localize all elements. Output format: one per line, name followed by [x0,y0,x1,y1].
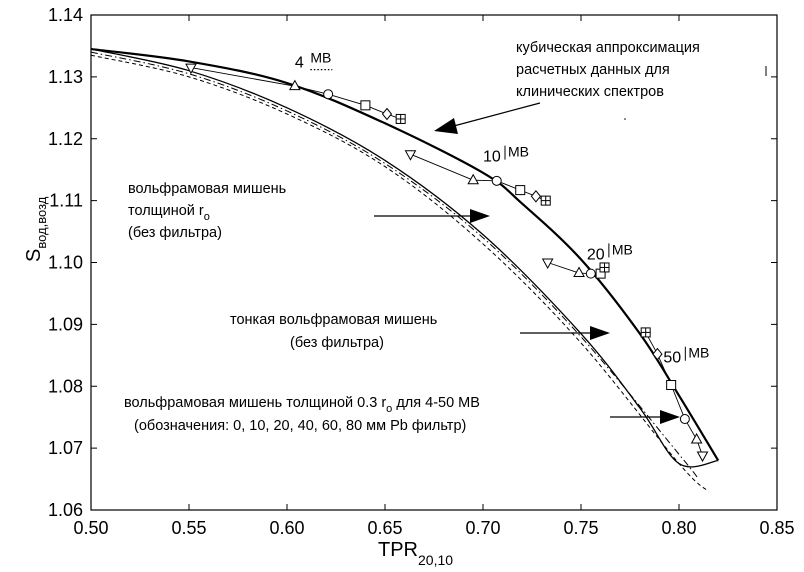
energy-label-unit: MB [612,241,633,257]
marker-circle [323,89,334,100]
series-line-10-mb [410,153,546,202]
svg-text:(без фильтра): (без фильтра) [290,335,384,351]
stray-dot [624,118,626,120]
y-tick-label: 1.10 [48,253,83,273]
x-tick-label: 0.65 [367,518,402,538]
marker-square [515,185,526,196]
energy-label-unit: MB [508,144,529,160]
y-tick-label: 1.08 [48,376,83,396]
marker-triangle-up [690,432,703,444]
marker-triangle-up [467,173,480,185]
series-line-thin-solid [90,48,719,468]
marker-circle [491,175,502,186]
x-tick-label: 0.70 [465,518,500,538]
plot-frame [90,14,778,511]
marker-triangle-up [573,266,585,278]
annotation-thin-target: тонкая вольфрамовая мишень (без фильтра) [230,312,437,351]
annotation-filtered-target: вольфрамовая мишень толщиной 0.3 ro для … [124,395,480,434]
marker-triangle-down [541,258,554,270]
marker-square-plus [540,195,551,206]
marker-triangle-down [185,63,197,75]
energy-label-number: 20 [587,246,605,263]
energy-label-50: 50 MB [663,345,709,367]
y-tick-label: 1.13 [48,67,83,87]
svg-text:клинических спектров: клинических спектров [516,84,664,100]
y-tick-label: 1.07 [48,438,83,458]
marker-diamond [530,190,542,203]
annotation-tungsten-target: вольфрамовая мишень толщиной ro (без фил… [128,181,286,241]
x-tick-label: 0.80 [661,518,696,538]
x-tick-label: 0.60 [269,518,304,538]
arrow-tungsten-target [374,209,490,223]
x-tick-label: 0.85 [759,518,794,538]
x-tick-label: 0.75 [563,518,598,538]
arrow-thin-target [520,326,610,340]
energy-label-4: 4 MB [295,50,333,72]
svg-text:толщиной ro: толщиной ro [128,203,210,223]
energy-label-unit: MB [310,50,331,66]
energy-label-number: 10 [483,149,501,166]
y-tick-label: 1.12 [48,129,83,149]
annotation-cubic-fit: кубическая аппроксимация расчетных данны… [516,40,767,100]
y-tick-label: 1.14 [48,5,83,25]
energy-label-10: 10 MB [483,144,529,166]
svg-text:кубическая аппроксимация: кубическая аппроксимация [516,40,700,56]
marker-circle [679,414,690,425]
marker-circle [585,268,596,279]
marker-triangle-down [404,150,417,161]
svg-text:расчетных данных для: расчетных данных для [516,62,670,78]
arrow-filtered-target [610,410,680,424]
y-axis-label: Sвод,возд [23,196,49,262]
y-tick-label: 1.11 [49,191,83,211]
energy-label-20: 20 MB [587,241,633,263]
marker-square-plus [395,113,406,124]
energy-labels: 4 MB 10 MB 20 MB 50 MB [295,50,709,367]
marker-diamond [381,107,393,121]
series-line-dashed [90,54,709,492]
svg-text:тонкая вольфрамовая мишень: тонкая вольфрамовая мишень [230,312,437,328]
arrow-cubic-fit [434,102,541,134]
x-axis-label: TPR20,10 [378,539,453,568]
svg-text:(без фильтра): (без фильтра) [128,225,222,241]
marker-triangle-down [696,451,709,463]
svg-text:(обозначения: 0, 10, 20, 40, 6: (обозначения: 0, 10, 20, 40, 60, 80 мм P… [134,418,466,434]
marker-square-plus [640,327,651,338]
marker-square-plus [599,262,610,273]
marker-square [360,100,371,111]
series-line-dash-dot [90,51,699,480]
marker-square [666,380,677,391]
energy-label-number: 50 [663,350,681,367]
svg-text:вольфрамовая мишень: вольфрамовая мишень [128,181,286,197]
axis-ticks: 0.50 0.55 0.60 0.65 0.70 0.75 0.80 0.85 1.06 1.07… [48,5,795,538]
y-tick-label: 1.06 [48,500,83,520]
y-tick-label: 1.09 [48,314,83,334]
x-tick-label: 0.50 [73,518,108,538]
marker-diamond [652,347,663,361]
energy-label-unit: MB [688,345,709,361]
x-tick-label: 0.55 [171,518,206,538]
plot-border [90,14,778,511]
marker-triangle-up [288,79,301,91]
energy-label-number: 4 [295,55,304,72]
data-markers [185,63,709,463]
svg-text:вольфрамовая мишень толщиной 0: вольфрамовая мишень толщиной 0.3 ro для … [124,395,480,415]
